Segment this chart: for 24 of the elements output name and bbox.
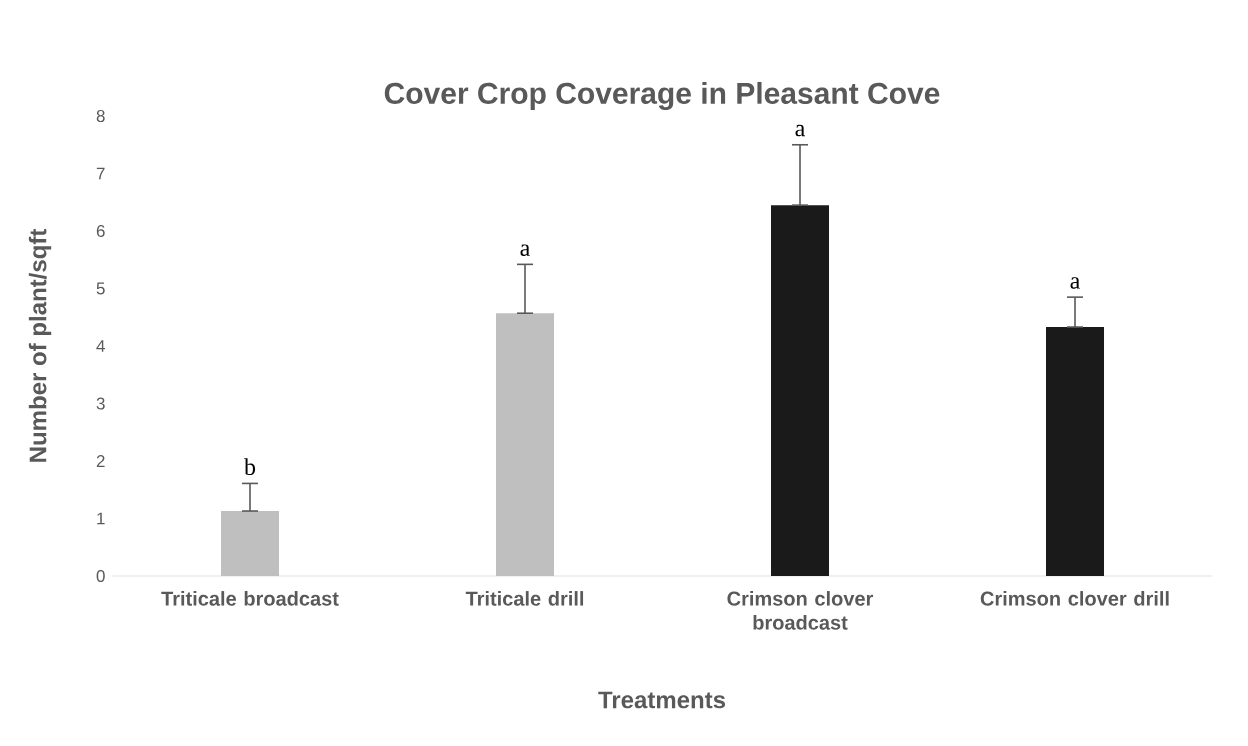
y-tick-label: 4 <box>96 340 105 352</box>
x-tick-label: Triticale drill <box>465 591 584 606</box>
y-tick-label: 1 <box>97 512 105 525</box>
x-tick-label: Crimson clover broadcast <box>727 591 874 630</box>
annotation: a <box>795 124 805 137</box>
bar <box>221 511 280 577</box>
bar <box>771 205 830 577</box>
y-tick-label: 0 <box>96 570 105 583</box>
annotation: b <box>244 458 256 476</box>
annotation: a <box>520 244 530 256</box>
y-tick-label: 2 <box>96 455 105 467</box>
y-tick-label: 8 <box>96 110 105 123</box>
y-tick-label: 3 <box>96 397 105 410</box>
y-tick-label: 7 <box>96 167 105 180</box>
y-tick-label: 5 <box>96 282 105 295</box>
y-tick-label: 6 <box>96 225 105 238</box>
bar <box>496 313 555 577</box>
x-axis-title: Treatments <box>598 691 726 709</box>
x-tick-label: Triticale broadcast <box>161 591 339 606</box>
bar <box>1046 327 1105 577</box>
chart-title: Cover Crop Coverage in Pleasant Cove <box>384 81 940 111</box>
annotation: a <box>1070 277 1080 289</box>
x-tick-label: Crimson clover drill <box>980 591 1169 606</box>
y-axis-title: Number of plant/sqft <box>28 228 52 462</box>
